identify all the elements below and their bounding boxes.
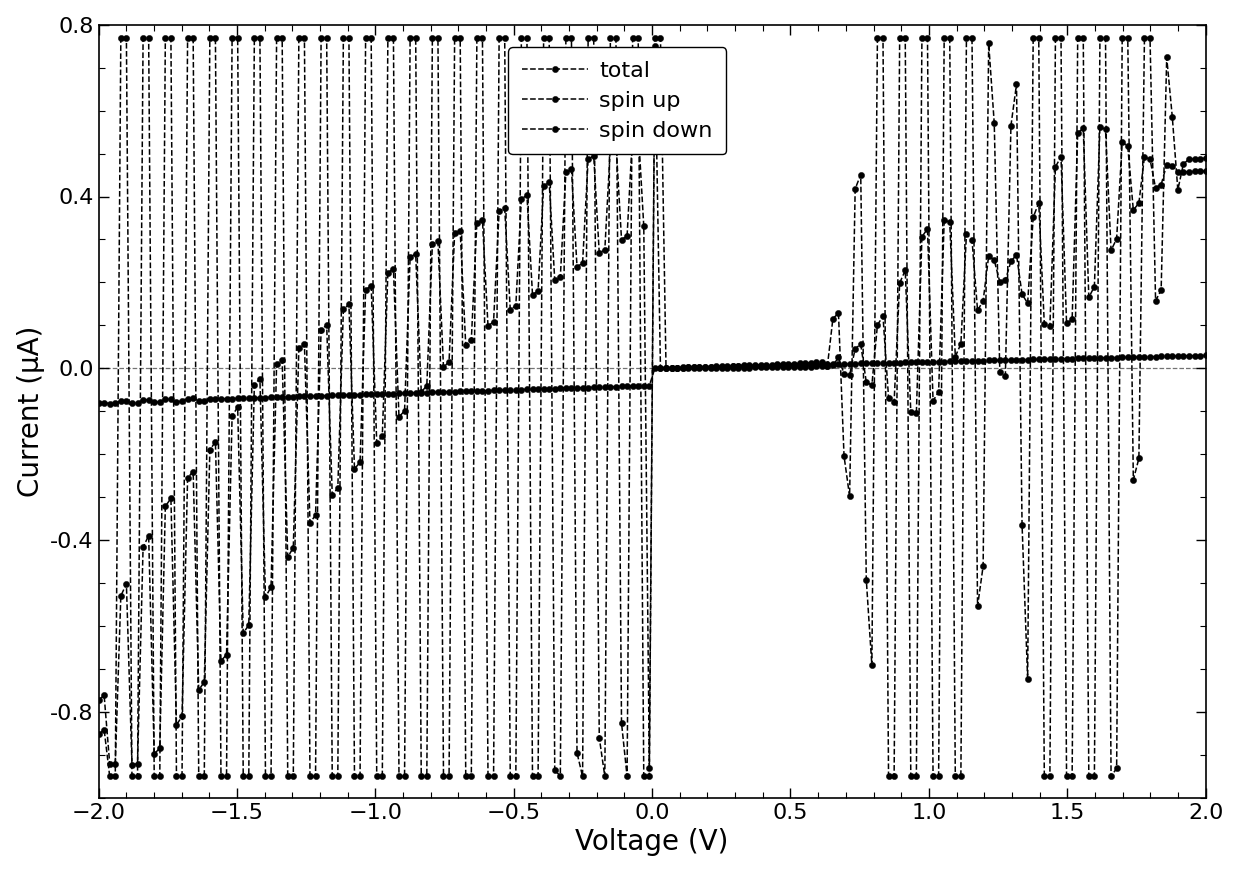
total	[1198, 153, 1213, 163]
spin up	[157, 501, 172, 512]
spin up	[1115, 137, 1130, 148]
Line: spin down: spin down	[95, 353, 1209, 407]
X-axis label: Voltage (V): Voltage (V)	[575, 828, 729, 856]
total	[146, 771, 161, 781]
Legend: total, spin up, spin down: total, spin up, spin down	[508, 47, 727, 154]
total	[1153, 285, 1168, 295]
spin down	[102, 398, 117, 409]
spin up	[642, 763, 657, 773]
total	[113, 32, 128, 43]
total	[397, 771, 412, 781]
spin down	[1110, 353, 1125, 363]
spin up	[296, 339, 311, 349]
total	[169, 771, 184, 781]
total	[102, 771, 117, 781]
spin down	[392, 388, 407, 399]
Line: total: total	[95, 34, 1209, 780]
spin up	[135, 542, 150, 553]
spin up	[1153, 179, 1168, 189]
total	[92, 729, 107, 739]
spin down	[303, 391, 317, 402]
spin up	[386, 264, 401, 274]
spin down	[1148, 351, 1163, 361]
total	[1115, 32, 1130, 43]
total	[308, 771, 322, 781]
spin up	[1198, 166, 1213, 176]
spin down	[141, 395, 156, 405]
spin up	[92, 695, 107, 705]
spin down	[1198, 350, 1213, 361]
spin up	[647, 41, 662, 52]
spin down	[164, 394, 179, 404]
Y-axis label: Current (μA): Current (μA)	[16, 326, 45, 497]
spin down	[92, 397, 107, 408]
Line: spin up: spin up	[95, 43, 1209, 771]
